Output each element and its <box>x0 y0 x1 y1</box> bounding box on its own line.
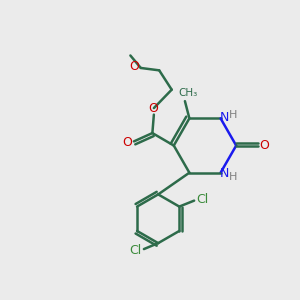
Text: O: O <box>148 102 158 115</box>
Text: O: O <box>122 136 132 149</box>
Text: CH₃: CH₃ <box>178 88 197 98</box>
Text: O: O <box>129 60 139 73</box>
Text: Cl: Cl <box>130 244 142 257</box>
Text: H: H <box>229 172 237 182</box>
Text: N: N <box>220 167 229 180</box>
Text: N: N <box>220 111 229 124</box>
Text: H: H <box>229 110 237 120</box>
Text: Cl: Cl <box>196 193 208 206</box>
Text: O: O <box>259 139 269 152</box>
